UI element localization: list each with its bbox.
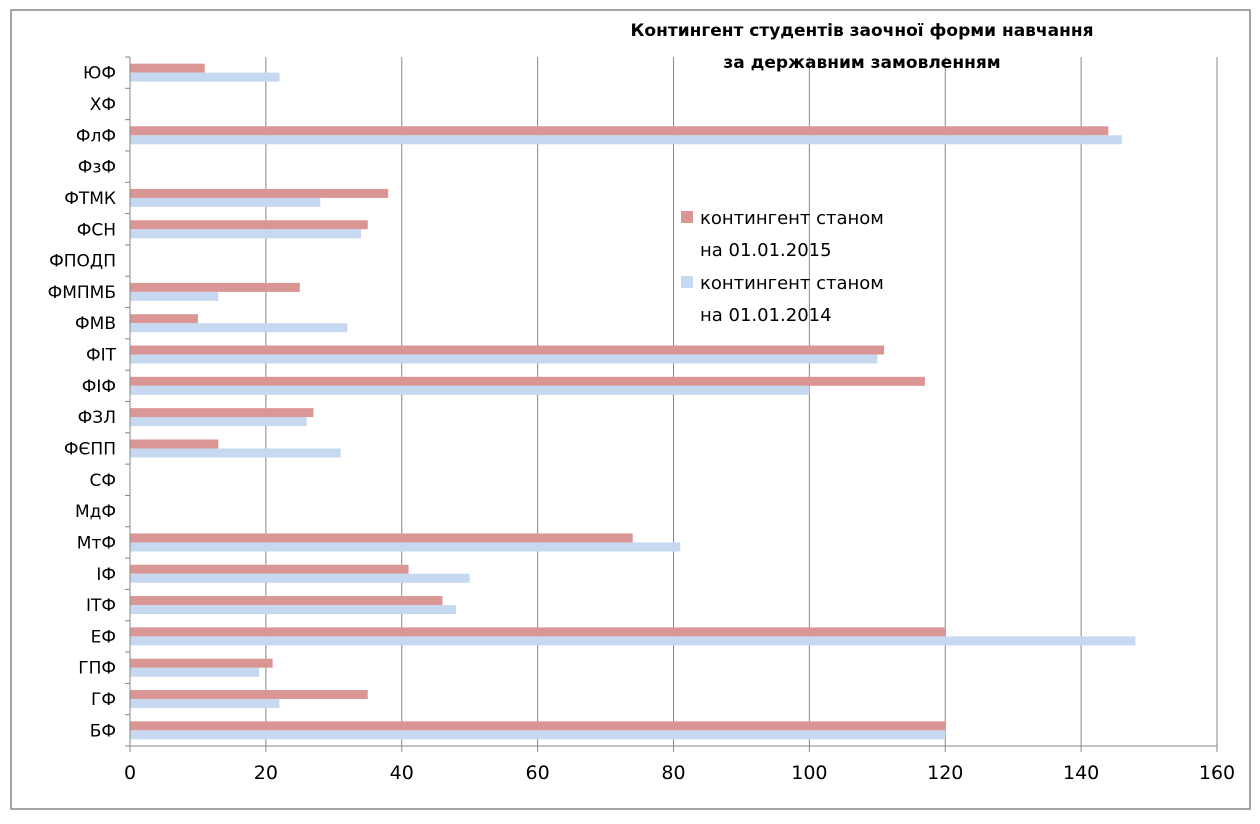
y-tick-label-ЮФ: ЮФ <box>83 64 116 84</box>
bar-ФЄПП-series-1 <box>130 448 341 458</box>
chart-title-line2: за державним замовленням <box>723 53 1000 73</box>
bar-ЮФ-series-1 <box>130 72 280 82</box>
bar-ФМВ-series-1 <box>130 323 348 333</box>
y-tick-label-МтФ: МтФ <box>77 533 116 553</box>
bar-ГПФ-series-1 <box>130 667 260 677</box>
x-tick-label-60: 60 <box>526 762 550 784</box>
y-tick-label-ФМПМБ: ФМПМБ <box>48 283 116 303</box>
y-tick-label-ФІФ: ФІФ <box>82 377 116 397</box>
bar-ФлФ-series-1 <box>130 135 1122 145</box>
y-tick-label-ФлФ: ФлФ <box>76 126 116 146</box>
bar-ІФ-series-1 <box>130 573 470 583</box>
axes <box>125 56 1218 752</box>
bar-ФІТ-series-0 <box>130 345 885 355</box>
bar-ФТМК-series-1 <box>130 197 321 207</box>
bar-ІФ-series-0 <box>130 564 409 574</box>
legend: контингент станом на 01.01.2015 континге… <box>681 208 884 326</box>
bar-ФМПМБ-series-0 <box>130 282 300 292</box>
y-tick-label-ФМВ: ФМВ <box>75 314 116 334</box>
bar-ЮФ-series-0 <box>130 63 205 73</box>
bar-ФМПМБ-series-1 <box>130 291 219 301</box>
legend-label-2015-line1: контингент станом <box>700 208 884 229</box>
bar-МтФ-series-1 <box>130 542 681 552</box>
bar-ЕФ-series-0 <box>130 627 946 637</box>
x-tick-label-100: 100 <box>791 762 827 784</box>
y-tick-label-СФ: СФ <box>89 471 116 491</box>
bar-ФЄПП-series-0 <box>130 439 219 449</box>
y-tick-label-МдФ: МдФ <box>75 502 116 522</box>
chart-title: Контингент студентів заочної форми навча… <box>631 21 1094 73</box>
x-tick-label-40: 40 <box>390 762 414 784</box>
y-tick-label-БФ: БФ <box>90 721 116 741</box>
y-tick-label-ФІТ: ФІТ <box>86 346 117 366</box>
y-tick-label-ФзФ: ФзФ <box>78 158 116 178</box>
y-tick-label-ФЗЛ: ФЗЛ <box>78 408 116 428</box>
y-tick-label-ФПОДП: ФПОДП <box>49 252 116 272</box>
bar-ФЗЛ-series-0 <box>130 408 314 418</box>
bars <box>130 63 1136 740</box>
x-tick-label-20: 20 <box>254 762 278 784</box>
bar-ФТМК-series-0 <box>130 188 389 198</box>
bar-ФІТ-series-1 <box>130 354 878 364</box>
legend-swatch-2014 <box>681 276 693 288</box>
y-tick-label-ФСН: ФСН <box>77 220 116 240</box>
x-tick-label-80: 80 <box>661 762 685 784</box>
x-tick-label-0: 0 <box>124 762 136 784</box>
bar-БФ-series-0 <box>130 721 946 731</box>
chart-title-line1: Контингент студентів заочної форми навча… <box>631 21 1094 41</box>
y-tick-label-ІТФ: ІТФ <box>86 596 116 616</box>
y-tick-label-ГПФ: ГПФ <box>78 659 116 679</box>
x-tick-label-160: 160 <box>1199 762 1235 784</box>
bar-ФЗЛ-series-1 <box>130 417 307 427</box>
bar-ФСН-series-0 <box>130 220 368 230</box>
bar-ІТФ-series-1 <box>130 605 457 615</box>
bar-ФСН-series-1 <box>130 229 361 239</box>
legend-label-2014-line1: контингент станом <box>700 273 884 294</box>
legend-swatch-2015 <box>681 211 693 223</box>
bar-ГПФ-series-0 <box>130 658 273 668</box>
bar-ФлФ-series-0 <box>130 126 1109 136</box>
y-tick-label-ГФ: ГФ <box>91 690 116 710</box>
bar-БФ-series-1 <box>130 730 946 740</box>
bar-МтФ-series-0 <box>130 533 633 543</box>
x-tick-label-120: 120 <box>927 762 963 784</box>
bar-ГФ-series-1 <box>130 699 280 709</box>
y-tick-label-ІФ: ІФ <box>96 565 116 585</box>
bar-ЕФ-series-1 <box>130 636 1136 646</box>
y-tick-label-ФЄПП: ФЄПП <box>64 439 116 459</box>
tick-labels: ЮФ ХФ ФлФ ФзФ ФТМК ФСН ФПОДП ФМПМБ ФМВ ФІТ ФІФ ФЗЛ Ф… <box>48 64 1236 784</box>
y-tick-label-ФТМК: ФТМК <box>64 189 116 209</box>
bar-ФІФ-series-0 <box>130 376 925 386</box>
y-tick-label-ХФ: ХФ <box>90 95 116 115</box>
bar-ФМВ-series-0 <box>130 314 198 324</box>
legend-label-2015-line2: на 01.01.2015 <box>700 240 832 261</box>
y-tick-label-ЕФ: ЕФ <box>91 627 116 647</box>
bar-ІТФ-series-0 <box>130 596 443 606</box>
x-tick-label-140: 140 <box>1063 762 1099 784</box>
bar-ГФ-series-0 <box>130 690 368 700</box>
legend-label-2014-line2: на 01.01.2014 <box>700 305 832 326</box>
bar-ФІФ-series-1 <box>130 385 810 395</box>
